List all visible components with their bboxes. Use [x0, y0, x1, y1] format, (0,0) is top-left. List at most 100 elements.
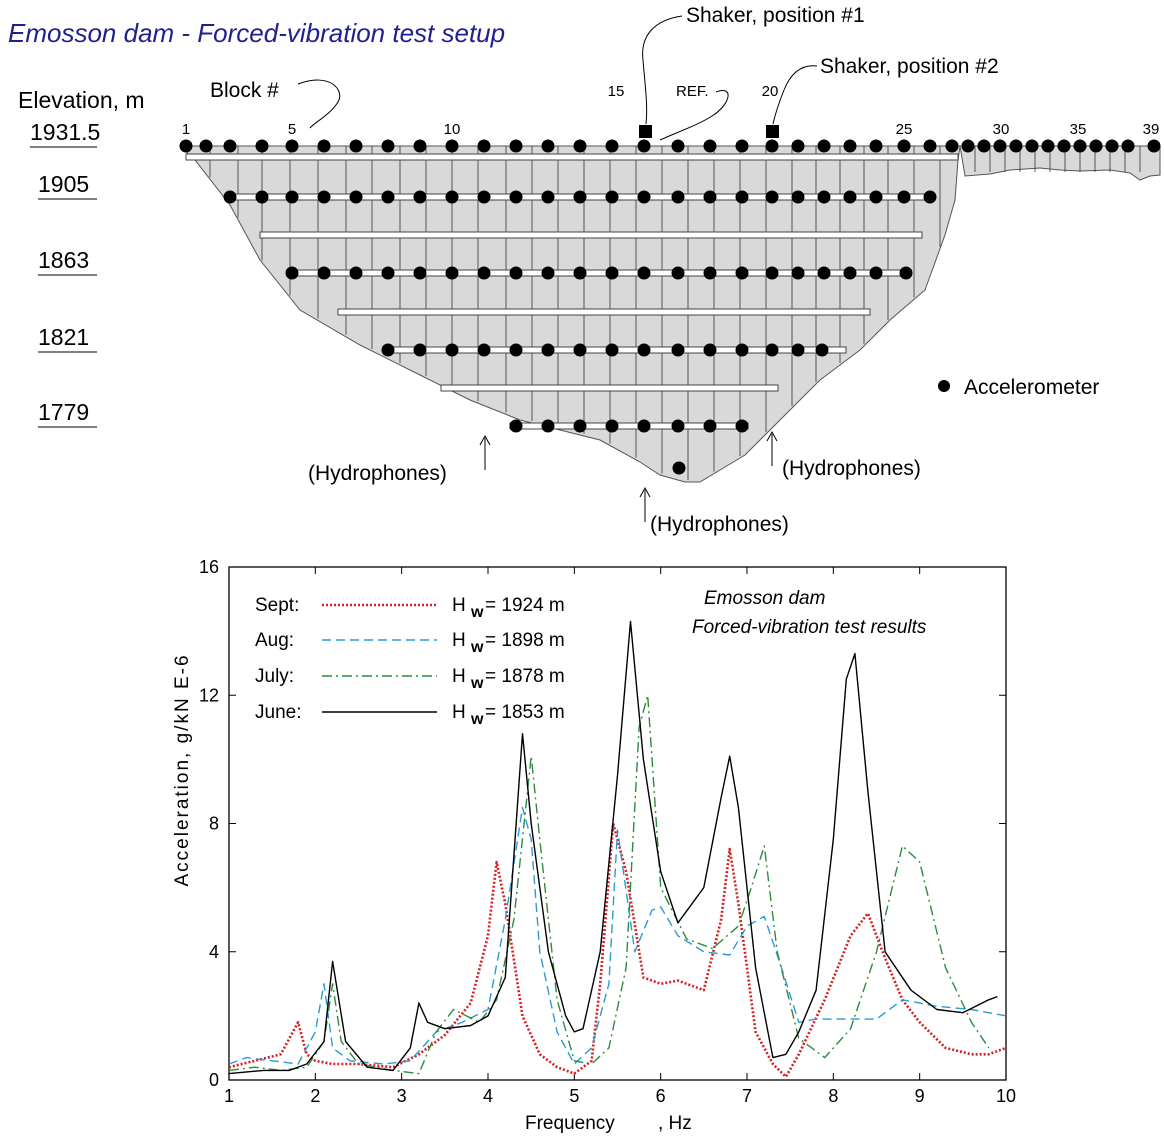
- accelerometer-dot: [349, 266, 363, 280]
- elevation-label-1: 1931.5: [30, 119, 100, 145]
- accelerometer-dot: [671, 343, 685, 357]
- series-line-june: [228, 620, 998, 1075]
- x-axis-label: Frequency: [525, 1113, 615, 1134]
- accelerometer-dot: [445, 190, 459, 204]
- legend-label-subscript: w: [470, 639, 484, 656]
- x-tick-label: 6: [656, 1086, 666, 1106]
- accelerometer-dot: [1025, 139, 1039, 153]
- accelerometer-dot: [605, 419, 619, 433]
- x-axis-unit: , Hz: [658, 1113, 692, 1134]
- accelerometer-dot: [791, 343, 805, 357]
- y-tick-label: 16: [199, 557, 219, 577]
- accelerometer-dot: [285, 139, 299, 153]
- series-line-july: [228, 694, 990, 1075]
- accelerometer-dot: [897, 190, 911, 204]
- block-number-25: 25: [896, 121, 913, 138]
- accelerometer-dot: [637, 266, 651, 280]
- elevation-header: Elevation, m: [18, 87, 145, 113]
- accelerometer-dot: [1041, 139, 1055, 153]
- accelerometer-dot: [573, 419, 587, 433]
- accelerometer-dot: [1089, 139, 1103, 153]
- accelerometer-dot: [541, 419, 555, 433]
- accelerometer-dot: [791, 190, 805, 204]
- gallery: [286, 269, 910, 277]
- accelerometer-dot: [179, 139, 193, 153]
- accelerometer-dot: [735, 266, 749, 280]
- accelerometer-dot: [255, 190, 269, 204]
- block-number-15: 15: [608, 83, 625, 100]
- accelerometer-dot: [671, 419, 685, 433]
- accelerometer-dot: [869, 266, 883, 280]
- legend-label-value: = 1898 m: [485, 630, 565, 651]
- accelerometer-dot: [791, 139, 805, 153]
- accelerometer-dot: [477, 343, 491, 357]
- arrow-head-icon: [766, 430, 778, 442]
- accelerometer-dot: [671, 266, 685, 280]
- accelerometer-dot: [791, 266, 805, 280]
- accelerometer-dot: [735, 139, 749, 153]
- accelerometer-dot: [573, 266, 587, 280]
- elevation-label-3: 1863: [38, 247, 89, 273]
- legend-label: H: [452, 595, 466, 616]
- hydrophones-markers: (Hydrophones) (Hydrophones) (Hydrophones…: [308, 430, 921, 536]
- accelerometer-dot: [817, 139, 831, 153]
- accelerometer-dot: [765, 190, 779, 204]
- accelerometer-dot: [349, 139, 363, 153]
- series-line-aug: [228, 806, 1007, 1065]
- legend-label-subscript: w: [470, 675, 484, 692]
- accelerometer-dot: [573, 343, 587, 357]
- accelerometer-dot: [735, 419, 749, 433]
- gallery: [185, 153, 959, 161]
- shaker-position-2-marker: [766, 125, 779, 138]
- accelerometer-dot: [541, 190, 555, 204]
- hydrophones-label-bottom: (Hydrophones): [650, 513, 789, 536]
- x-tick-label: 1: [224, 1086, 234, 1106]
- accelerometer-dot: [413, 190, 427, 204]
- diagram-title: Emosson dam - Forced-vibration test setu…: [8, 18, 505, 48]
- accelerometer-dot: [223, 139, 237, 153]
- accelerometer-dot: [509, 419, 523, 433]
- hydrophones-label-right: (Hydrophones): [782, 457, 921, 480]
- accelerometer-dot: [869, 139, 883, 153]
- x-tick-label: 2: [310, 1086, 320, 1106]
- y-tick-label: 4: [209, 942, 219, 962]
- accelerometer-dot: [223, 190, 237, 204]
- accelerometer-dot: [843, 266, 857, 280]
- x-tick-label: 8: [828, 1086, 838, 1106]
- accelerometer-dot: [605, 343, 619, 357]
- accelerometer-dot: [703, 266, 717, 280]
- block-number-35: 35: [1070, 121, 1087, 138]
- accelerometer-dot: [381, 343, 395, 357]
- legend-label: H: [452, 666, 466, 687]
- elevation-label-5: 1779: [38, 399, 89, 425]
- accelerometer-dot: [317, 139, 331, 153]
- accelerometer-dot: [413, 139, 427, 153]
- y-tick-label: 0: [209, 1070, 219, 1090]
- accelerometer-dot: [317, 266, 331, 280]
- shaker-1-label: Shaker, position #1: [686, 4, 865, 27]
- accelerometer-dot: [869, 190, 883, 204]
- shaker-2-leader: [772, 65, 818, 125]
- shaker-1-leader: [642, 15, 683, 125]
- accelerometer-dot: [703, 190, 717, 204]
- accelerometer-dot: [445, 343, 459, 357]
- accelerometer-dot: [735, 190, 749, 204]
- x-tick-label: 3: [397, 1086, 407, 1106]
- accelerometer-dot: [509, 190, 523, 204]
- hydrophones-label-left: (Hydrophones): [308, 462, 447, 485]
- accelerometer-dot: [945, 139, 959, 153]
- accelerometer-dot: [413, 266, 427, 280]
- legend-label-value: = 1878 m: [485, 666, 565, 687]
- shaker-position-1-marker: [639, 125, 652, 138]
- accelerometer-dot: [923, 139, 937, 153]
- accelerometer-dot: [815, 343, 829, 357]
- gallery: [440, 384, 779, 392]
- accelerometer-dot: [1121, 139, 1135, 153]
- accelerometer-dot: [671, 190, 685, 204]
- accelerometer-legend-label: Accelerometer: [964, 376, 1099, 399]
- ref-label: REF.: [676, 83, 709, 100]
- series-lines: [228, 620, 1007, 1079]
- accelerometer-dot: [445, 266, 459, 280]
